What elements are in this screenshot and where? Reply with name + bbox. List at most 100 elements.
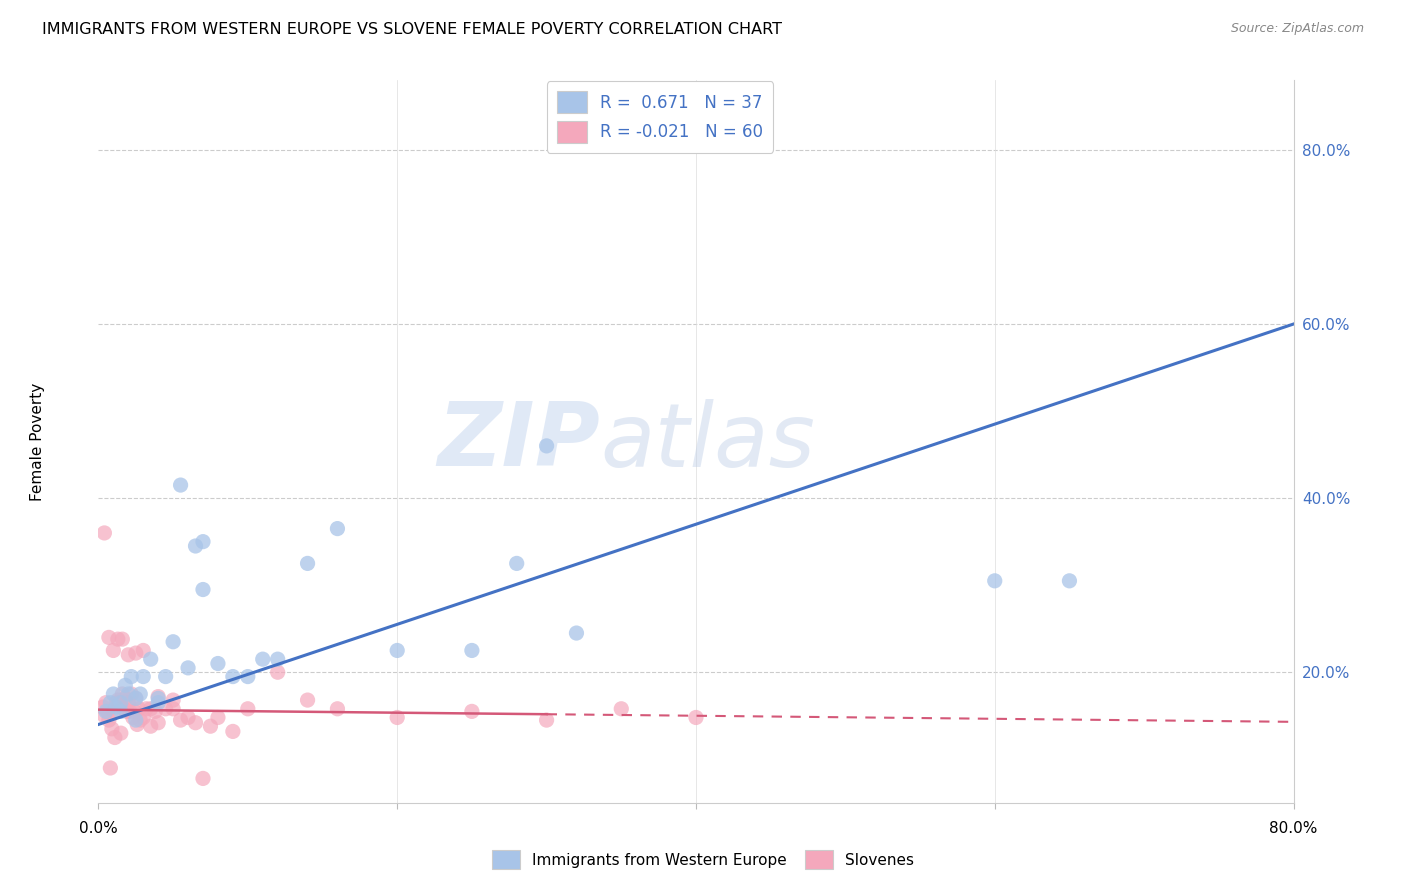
Point — [125, 691, 148, 706]
Point — [984, 574, 1007, 588]
Point — [111, 632, 134, 647]
Text: IMMIGRANTS FROM WESTERN EUROPE VS SLOVENE FEMALE POVERTY CORRELATION CHART: IMMIGRANTS FROM WESTERN EUROPE VS SLOVEN… — [42, 22, 782, 37]
Point — [139, 702, 162, 716]
Point — [155, 702, 177, 716]
Point — [105, 700, 128, 714]
Point — [191, 534, 214, 549]
Text: 0.0%: 0.0% — [79, 821, 118, 836]
Point — [506, 557, 529, 571]
Point — [110, 726, 132, 740]
Point — [139, 652, 162, 666]
Point — [610, 702, 633, 716]
Point — [132, 710, 155, 724]
Point — [117, 648, 139, 662]
Point — [125, 691, 148, 706]
Point — [385, 643, 409, 657]
Point — [184, 539, 207, 553]
Point — [104, 731, 127, 745]
Point — [97, 713, 120, 727]
Point — [461, 705, 484, 719]
Point — [326, 702, 349, 716]
Point — [94, 696, 117, 710]
Point — [236, 669, 259, 683]
Point — [207, 710, 229, 724]
Point — [103, 687, 125, 701]
Point — [267, 652, 290, 666]
Point — [120, 687, 142, 701]
Text: Female Poverty: Female Poverty — [30, 383, 45, 500]
Point — [536, 713, 558, 727]
Point — [139, 719, 162, 733]
Point — [267, 665, 290, 680]
Point — [162, 702, 184, 716]
Point — [129, 687, 152, 701]
Legend: Immigrants from Western Europe, Slovenes: Immigrants from Western Europe, Slovenes — [486, 844, 920, 875]
Point — [162, 693, 184, 707]
Point — [120, 669, 142, 683]
Point — [565, 626, 588, 640]
Point — [177, 710, 200, 724]
Point — [236, 702, 259, 716]
Point — [143, 705, 166, 719]
Point — [105, 696, 128, 710]
Point — [94, 705, 117, 719]
Point — [191, 582, 214, 597]
Text: ZIP: ZIP — [437, 398, 600, 485]
Point — [132, 643, 155, 657]
Point — [148, 715, 170, 730]
Point — [1059, 574, 1081, 588]
Point — [252, 652, 274, 666]
Point — [110, 696, 132, 710]
Point — [169, 713, 191, 727]
Point — [297, 693, 319, 707]
Point — [124, 705, 146, 719]
Point — [110, 705, 132, 719]
Point — [91, 700, 114, 714]
Point — [97, 631, 120, 645]
Point — [184, 715, 207, 730]
Legend: R =  0.671   N = 37, R = -0.021   N = 60: R = 0.671 N = 37, R = -0.021 N = 60 — [547, 81, 773, 153]
Text: atlas: atlas — [600, 399, 815, 484]
Point — [121, 710, 143, 724]
Point — [127, 717, 149, 731]
Point — [118, 705, 141, 719]
Point — [207, 657, 229, 671]
Point — [98, 761, 122, 775]
Point — [117, 696, 139, 710]
Point — [169, 478, 191, 492]
Point — [107, 632, 129, 647]
Point — [112, 702, 135, 716]
Point — [103, 643, 125, 657]
Point — [148, 696, 170, 710]
Point — [93, 708, 115, 723]
Point — [103, 705, 125, 719]
Point — [117, 687, 139, 701]
Point — [155, 669, 177, 683]
Point — [177, 661, 200, 675]
Point — [536, 439, 558, 453]
Point — [297, 557, 319, 571]
Point — [326, 522, 349, 536]
Point — [200, 719, 222, 733]
Point — [98, 696, 122, 710]
Point — [125, 713, 148, 727]
Point — [461, 643, 484, 657]
Point — [115, 705, 138, 719]
Point — [162, 634, 184, 648]
Point — [96, 705, 118, 719]
Point — [101, 722, 124, 736]
Point — [128, 702, 150, 716]
Point — [125, 646, 148, 660]
Point — [148, 690, 170, 704]
Point — [108, 696, 131, 710]
Point — [148, 691, 170, 706]
Point — [114, 691, 136, 706]
Point — [685, 710, 707, 724]
Point — [191, 772, 214, 786]
Point — [129, 713, 152, 727]
Point — [132, 669, 155, 683]
Point — [93, 525, 115, 540]
Point — [114, 678, 136, 692]
Point — [111, 687, 134, 701]
Point — [107, 693, 129, 707]
